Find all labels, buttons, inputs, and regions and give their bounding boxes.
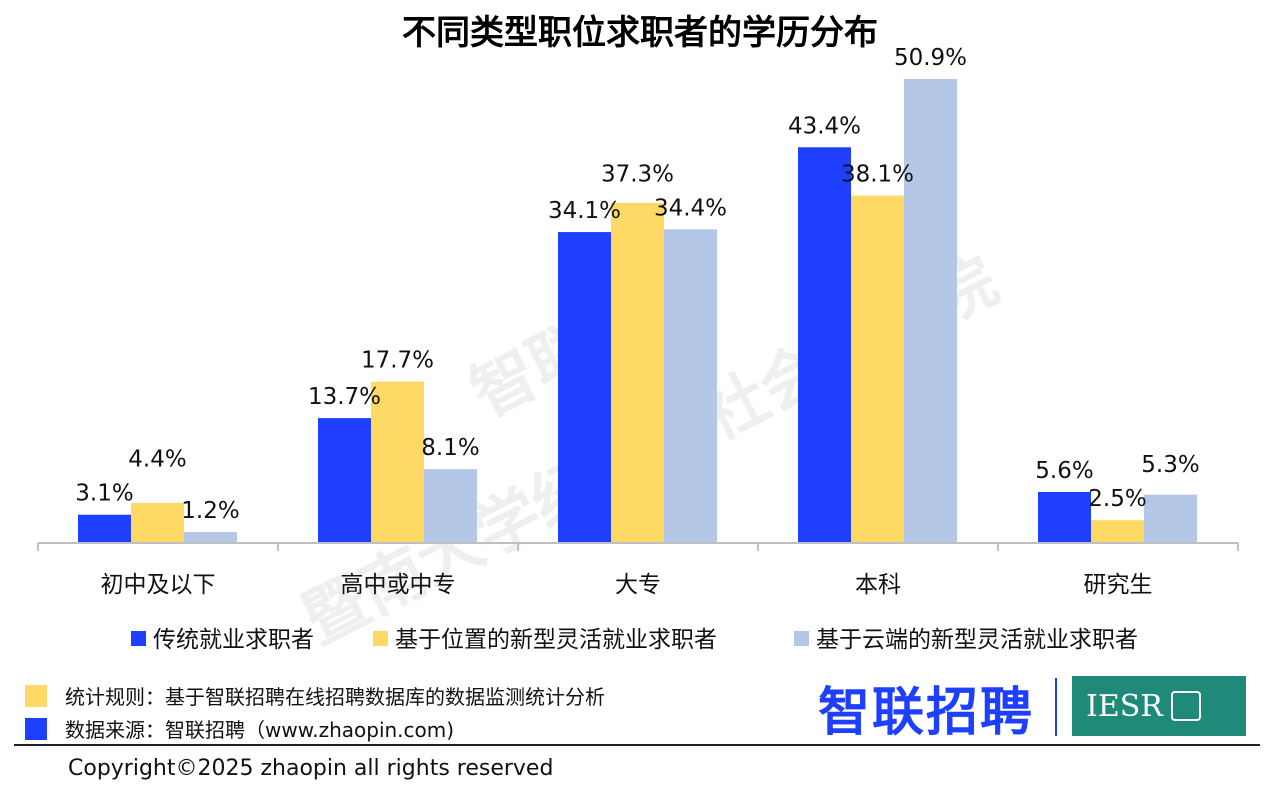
data-label-0-2: 1.2% (181, 498, 239, 524)
bar-4-0 (1038, 491, 1091, 543)
bar-1-1 (371, 381, 424, 543)
category-label-4: 研究生 (1084, 572, 1153, 598)
data-label-4-1: 2.5% (1088, 486, 1146, 512)
bar-1-2 (424, 469, 477, 543)
bar-0-0 (78, 514, 131, 543)
legend-swatch-0 (131, 631, 146, 646)
legend-label-1: 基于位置的新型灵活就业求职者 (395, 627, 717, 653)
x-axis: 初中及以下 高中或中专 大专 本科 研究生 (37, 542, 1239, 598)
data-label-3-1: 38.1% (841, 162, 914, 188)
legend-label-0: 传统就业求职者 (153, 627, 314, 653)
category-label-2: 大专 (615, 572, 661, 598)
category-label-0: 初中及以下 (101, 572, 216, 598)
bar-2-2 (664, 229, 717, 543)
data-label-4-2: 5.3% (1141, 452, 1199, 478)
data-label-1-0: 13.7% (308, 384, 381, 410)
data-label-0-0: 3.1% (75, 481, 133, 507)
bar-1-0 (318, 418, 371, 543)
chart-title: 不同类型职位求职者的学历分布 (402, 13, 878, 53)
bars-group (78, 78, 1197, 544)
bar-3-1 (851, 195, 904, 543)
data-label-3-0: 43.4% (788, 113, 861, 139)
bar-0-1 (131, 502, 184, 543)
legend-swatch-2 (794, 631, 809, 646)
legend-label-2: 基于云端的新型灵活就业求职者 (816, 627, 1138, 653)
bar-3-2 (904, 78, 957, 543)
data-label-3-2: 50.9% (894, 45, 967, 71)
data-label-0-1: 4.4% (128, 447, 186, 473)
data-label-1-2: 8.1% (421, 435, 479, 461)
legend: 传统就业求职者 基于位置的新型灵活就业求职者 基于云端的新型灵活就业求职者 (131, 627, 1138, 653)
data-label-2-1: 37.3% (601, 161, 674, 187)
data-label-2-0: 34.1% (548, 198, 621, 224)
bar-0-2 (184, 532, 237, 543)
bar-2-0 (558, 232, 611, 543)
data-labels-group: 3.1% 4.4% 1.2% 13.7% 17.7% 8.1% 34.1% 37.3% 34.4… (75, 45, 1199, 524)
bar-2-1 (611, 202, 664, 544)
bar-3-0 (798, 147, 851, 543)
legend-swatch-1 (373, 631, 388, 646)
bar-4-1 (1091, 520, 1144, 543)
data-label-4-0: 5.6% (1035, 458, 1093, 484)
category-label-3: 本科 (855, 572, 901, 598)
data-label-1-1: 17.7% (361, 348, 434, 374)
data-label-2-2: 34.4% (654, 195, 727, 221)
bar-4-2 (1144, 494, 1197, 543)
category-label-1: 高中或中专 (341, 572, 456, 598)
